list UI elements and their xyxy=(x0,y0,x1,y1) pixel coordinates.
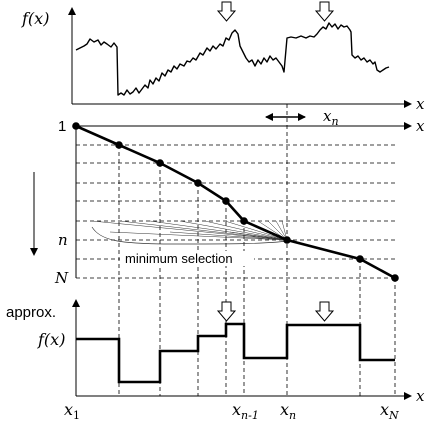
fan-brace xyxy=(91,226,288,245)
tick-xN: xN xyxy=(380,400,399,421)
path-node xyxy=(194,179,202,187)
row-mid-label: n xyxy=(58,231,68,249)
row-bottom-label: N xyxy=(54,269,69,287)
bottom-panel: approx. f(x) x x1 xn-1 xn xN xyxy=(6,299,425,421)
path-node xyxy=(391,274,399,282)
annotation-bg xyxy=(120,251,254,266)
approx-peak-marker-right-icon xyxy=(314,301,335,322)
path-node xyxy=(222,197,230,205)
middle-panel: x 1 n N xyxy=(30,104,425,396)
tick-x1: x1 xyxy=(64,400,80,421)
path-node xyxy=(240,217,248,225)
window-label: xn xyxy=(323,107,339,128)
path-node xyxy=(115,141,123,149)
path-node xyxy=(283,236,291,244)
path-node xyxy=(156,159,164,167)
row-top-label: 1 xyxy=(58,118,66,135)
tick-xn: xn xyxy=(280,400,296,421)
path-node xyxy=(356,255,364,263)
path-nodes xyxy=(72,122,399,282)
top-x-label: x xyxy=(416,95,425,113)
top-y-label: f(x) xyxy=(21,9,49,28)
approx-title: approx. xyxy=(6,304,56,321)
middle-x-label: x xyxy=(416,117,425,135)
bottom-y-label: f(x) xyxy=(37,330,65,349)
minimum-selection-label: minimum selection xyxy=(125,251,233,266)
tick-xn-minus-1: xn-1 xyxy=(232,400,259,421)
peak-marker-right-icon xyxy=(314,1,335,22)
peak-marker-left-icon xyxy=(216,1,237,22)
signal-curve xyxy=(75,22,390,96)
candidate-fan xyxy=(91,220,288,241)
approx-step-curve xyxy=(76,322,395,384)
bottom-x-label: x xyxy=(416,387,425,405)
approx-peak-marker-left-icon xyxy=(216,301,237,322)
top-panel: f(x) x xn xyxy=(21,1,425,128)
path-node xyxy=(72,122,80,130)
